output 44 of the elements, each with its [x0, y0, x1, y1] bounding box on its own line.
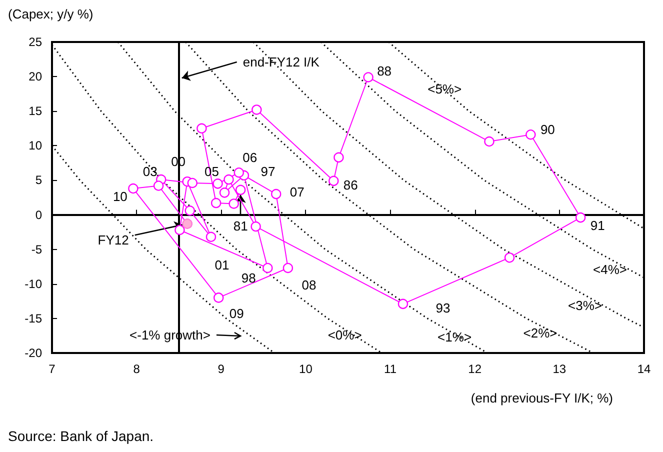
annotation: 90 [540, 122, 555, 138]
y-tick-label: 10 [28, 138, 42, 153]
y-tick-label: -20 [24, 346, 42, 360]
series-label: <1%> [438, 330, 472, 344]
series-label: <5%> [428, 82, 462, 96]
y-tick-label: 25 [28, 35, 42, 49]
annotation: 07 [290, 184, 304, 200]
annotation: 97 [260, 164, 276, 179]
x-tick-label: 12 [468, 362, 482, 376]
x-tick-label: 9 [218, 362, 225, 376]
annotation: 03 [142, 164, 158, 180]
x-tick-label: 7 [48, 362, 56, 376]
annotation: 98 [241, 270, 256, 286]
annotation: 86 [343, 177, 358, 192]
annotation: 08 [302, 277, 316, 292]
annotation: 88 [377, 64, 392, 79]
annotation: 09 [229, 306, 244, 322]
ref-line-label: end-FY12 I/K [242, 54, 320, 70]
x-tick-label: 8 [133, 362, 140, 376]
x-tick-label: 14 [637, 362, 651, 376]
series-label: <3%> [568, 298, 602, 313]
y-axis-title: (Capex; y/y %) [8, 6, 94, 22]
x-tick-label: 10 [299, 362, 313, 376]
series-label: <0%> [328, 328, 362, 342]
series-label: <2%> [523, 326, 558, 340]
annotation: FY12 [98, 232, 129, 248]
x-tick-label: 11 [384, 362, 397, 376]
y-tick-label: -5 [31, 242, 42, 256]
annotation: 81 [233, 218, 248, 234]
annotation: 06 [242, 150, 258, 166]
annotation: 01 [214, 257, 230, 272]
annotation: 91 [590, 218, 605, 234]
source-note: Source: Bank of Japan. [8, 428, 154, 444]
x-tick-label: 13 [552, 362, 566, 376]
x-axis-title: (end previous-FY I/K; %) [470, 390, 613, 406]
y-tick-label: -10 [24, 276, 42, 291]
y-tick-label: 20 [28, 70, 42, 84]
series-label: <4%> [593, 262, 627, 278]
y-tick-label: 15 [28, 104, 42, 118]
y-tick-label: 5 [35, 173, 42, 188]
y-tick-label: -15 [24, 311, 42, 326]
annotation: 93 [436, 300, 450, 316]
annotation: 10 [112, 189, 128, 204]
y-tick-label: 0 [35, 208, 42, 222]
